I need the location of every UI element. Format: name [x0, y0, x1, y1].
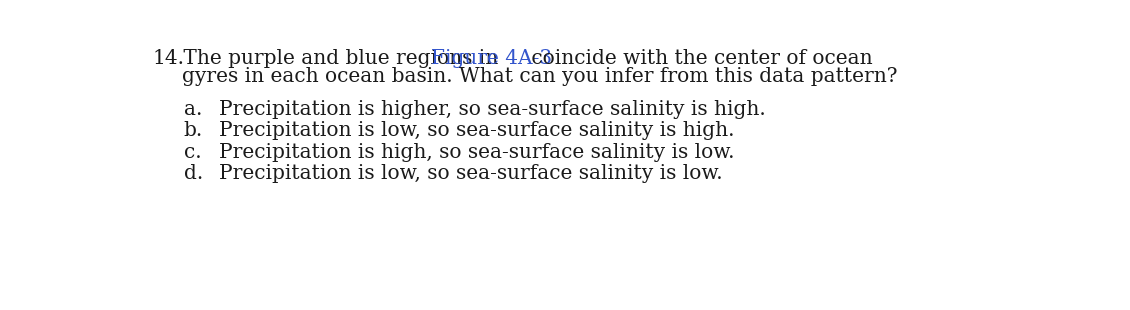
Text: a.: a.	[184, 100, 202, 118]
Text: Precipitation is high, so sea-surface salinity is low.: Precipitation is high, so sea-surface sa…	[219, 143, 734, 162]
Text: 14.: 14.	[153, 49, 184, 68]
Text: c.: c.	[184, 143, 201, 162]
Text: coincide with the center of ocean: coincide with the center of ocean	[524, 49, 872, 68]
Text: d.: d.	[184, 164, 203, 183]
Text: b.: b.	[184, 121, 203, 140]
Text: gyres in each ocean basin. What can you infer from this data pattern?: gyres in each ocean basin. What can you …	[182, 67, 897, 86]
Text: Precipitation is higher, so sea-surface salinity is high.: Precipitation is higher, so sea-surface …	[219, 100, 765, 118]
Text: Precipitation is low, so sea-surface salinity is high.: Precipitation is low, so sea-surface sal…	[219, 121, 734, 140]
Text: Figure 4A-3: Figure 4A-3	[431, 49, 551, 68]
Text: Precipitation is low, so sea-surface salinity is low.: Precipitation is low, so sea-surface sal…	[219, 164, 722, 183]
Text: The purple and blue regions in: The purple and blue regions in	[177, 49, 504, 68]
